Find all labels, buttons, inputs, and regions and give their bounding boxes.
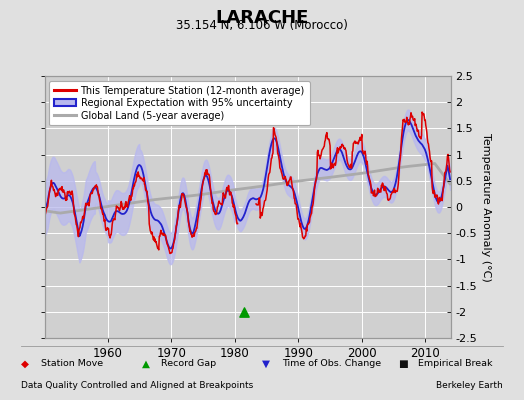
Y-axis label: Temperature Anomaly (°C): Temperature Anomaly (°C) [482, 133, 492, 281]
Text: LARACHE: LARACHE [215, 9, 309, 27]
Text: Data Quality Controlled and Aligned at Breakpoints: Data Quality Controlled and Aligned at B… [21, 381, 253, 390]
Text: Time of Obs. Change: Time of Obs. Change [282, 360, 381, 368]
Text: ◆: ◆ [21, 359, 29, 369]
Text: Record Gap: Record Gap [161, 360, 216, 368]
Text: ▲: ▲ [141, 359, 149, 369]
Text: Berkeley Earth: Berkeley Earth [436, 381, 503, 390]
Text: 35.154 N, 6.106 W (Morocco): 35.154 N, 6.106 W (Morocco) [176, 19, 348, 32]
Text: ▼: ▼ [262, 359, 270, 369]
Point [240, 309, 248, 315]
Text: ■: ■ [398, 359, 408, 369]
Text: Station Move: Station Move [41, 360, 103, 368]
Legend: This Temperature Station (12-month average), Regional Expectation with 95% uncer: This Temperature Station (12-month avera… [49, 81, 310, 126]
Text: Empirical Break: Empirical Break [418, 360, 493, 368]
